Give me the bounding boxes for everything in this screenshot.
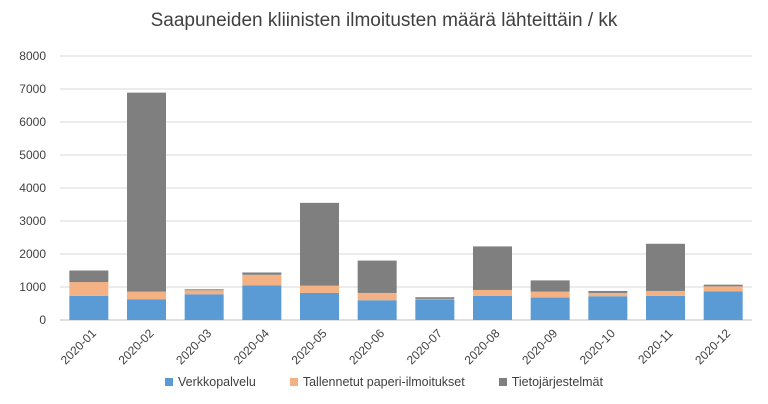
legend-label-paperi: Tallennetut paperi-ilmoitukset <box>302 375 465 389</box>
legend-label-tietojarjestelmat: Tietojärjestelmät <box>511 375 603 389</box>
y-tick-label-6000: 6000 <box>19 115 46 129</box>
x-tick-label-2020-02: 2020-02 <box>116 326 157 367</box>
legend-swatch-tietojarjestelmat <box>498 378 507 386</box>
x-tick-label-2020-03: 2020-03 <box>173 326 214 367</box>
bar-2020-05-series-1 <box>300 285 339 293</box>
bar-2020-08-series-1 <box>473 289 512 296</box>
bar-2020-04-series-2 <box>242 272 282 275</box>
bar-2020-11-series-1 <box>646 290 685 296</box>
bar-2020-01-series-2 <box>69 270 109 283</box>
bar-2020-09-series-0 <box>530 297 570 320</box>
y-tick-label-0: 0 <box>39 313 46 327</box>
x-tick-label-2020-06: 2020-06 <box>346 326 387 367</box>
x-tick-label-2020-07: 2020-07 <box>404 326 445 367</box>
y-tick-label-7000: 7000 <box>19 82 46 96</box>
bar-2020-06-series-2 <box>357 260 397 293</box>
legend-item-verkkopalvelu: Verkkopalvelu <box>165 375 256 389</box>
y-tick-label-3000: 3000 <box>19 214 46 228</box>
legend-swatch-paperi <box>289 378 298 386</box>
bar-2020-03-series-0 <box>184 294 224 320</box>
bar-2020-10-series-2 <box>588 290 628 293</box>
legend-label-verkkopalvelu: Verkkopalvelu <box>178 375 256 389</box>
x-tick-label-2020-10: 2020-10 <box>577 326 618 367</box>
bar-2020-11-series-2 <box>646 243 685 291</box>
bar-2020-04-series-1 <box>242 274 282 286</box>
bar-2020-12-series-2 <box>703 284 743 287</box>
x-tick-label-2020-05: 2020-05 <box>289 326 330 367</box>
legend-item-paperi: Tallennetut paperi-ilmoitukset <box>289 375 465 389</box>
bar-2020-06-series-1 <box>357 292 397 301</box>
bar-2020-03-series-2 <box>184 289 224 291</box>
bar-2020-12-series-1 <box>703 286 743 292</box>
bar-2020-07-series-1 <box>415 298 455 300</box>
bar-2020-05-series-0 <box>300 292 339 320</box>
x-tick-label-2020-12: 2020-12 <box>692 326 733 367</box>
bar-2020-09-series-1 <box>530 291 570 298</box>
bar-2020-02-series-1 <box>127 291 166 300</box>
x-tick-label-2020-11: 2020-11 <box>635 326 676 367</box>
y-tick-label-4000: 4000 <box>19 181 46 195</box>
bar-2020-12-series-0 <box>703 291 743 320</box>
bar-2020-03-series-1 <box>184 290 224 295</box>
bar-2020-06-series-0 <box>357 300 397 320</box>
y-tick-label-8000: 8000 <box>19 49 46 63</box>
bar-2020-01-series-1 <box>69 282 109 296</box>
x-tick-label-2020-08: 2020-08 <box>462 326 503 367</box>
legend: Verkkopalvelu Tallennetut paperi-ilmoitu… <box>0 375 768 389</box>
bar-2020-01-series-0 <box>69 295 109 320</box>
legend-swatch-verkkopalvelu <box>165 378 174 386</box>
bar-2020-02-series-0 <box>127 299 166 320</box>
bar-2020-11-series-0 <box>646 295 685 320</box>
x-tick-label-2020-04: 2020-04 <box>231 326 272 367</box>
bar-2020-04-series-0 <box>242 285 282 320</box>
x-tick-label-2020-09: 2020-09 <box>519 326 560 367</box>
chart-title: Saapuneiden kliinisten ilmoitusten määrä… <box>150 10 618 31</box>
bar-2020-07-series-0 <box>415 299 455 320</box>
bar-2020-10-series-0 <box>588 296 628 320</box>
bar-2020-08-series-0 <box>473 295 512 320</box>
bar-2020-09-series-2 <box>530 280 570 292</box>
y-tick-label-5000: 5000 <box>19 148 46 162</box>
bar-2020-08-series-2 <box>473 246 512 290</box>
bar-2020-07-series-2 <box>415 297 455 299</box>
x-tick-label-2020-01: 2020-01 <box>58 326 99 367</box>
bar-2020-05-series-2 <box>300 202 339 286</box>
bar-2020-10-series-1 <box>588 292 628 297</box>
y-tick-label-1000: 1000 <box>19 280 46 294</box>
legend-item-tietojarjestelmat: Tietojärjestelmät <box>498 375 603 389</box>
bar-2020-02-series-2 <box>127 92 166 292</box>
y-tick-label-2000: 2000 <box>19 247 46 261</box>
